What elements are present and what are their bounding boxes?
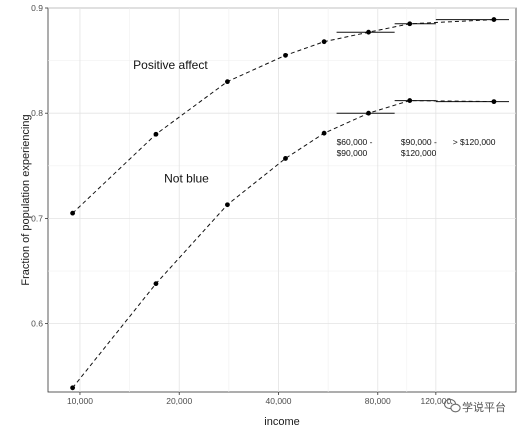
series-lines	[72, 19, 494, 389]
data-point	[225, 79, 230, 85]
bin-annotation: > $120,000	[453, 137, 496, 147]
watermark: 学说平台	[443, 398, 506, 414]
plot-panel	[47, 7, 517, 393]
bin-annotation: $90,000	[337, 148, 368, 158]
y-tick-label: 0.6	[31, 319, 43, 329]
y-tick-label: 0.9	[31, 3, 43, 13]
y-axis-title: Fraction of population experiencing	[20, 114, 32, 285]
watermark-text: 学说平台	[462, 400, 506, 414]
y-tick-label: 0.7	[31, 213, 43, 223]
data-point	[70, 210, 76, 216]
data-point	[491, 17, 497, 22]
data-point	[407, 21, 413, 27]
data-point	[407, 98, 413, 103]
y-tick-label: 0.8	[31, 108, 43, 118]
series-label: Not blue	[164, 172, 209, 186]
series-label: Positive affect	[133, 58, 208, 72]
series-line-0	[72, 19, 494, 214]
series-labels: Positive affect Not blue	[133, 58, 209, 186]
x-tick-label: 40,000	[266, 396, 292, 406]
x-axis-ticks: 10,000 20,000 40,000 80,000 120,000	[67, 392, 451, 406]
data-point	[321, 39, 327, 45]
bin-annotations: $60,000 -$90,000 $90,000 -$120,000 > $120,…	[337, 137, 496, 158]
data-point	[491, 99, 497, 105]
bin-annotation: $90,000 -	[401, 137, 437, 147]
data-point	[283, 156, 288, 161]
series-line-1	[72, 100, 494, 389]
data-point	[366, 29, 371, 35]
data-point	[321, 130, 327, 136]
x-axis-title: income	[264, 416, 299, 428]
data-point	[225, 202, 230, 208]
x-tick-label: 80,000	[365, 396, 391, 406]
x-tick-label: 20,000	[166, 396, 192, 406]
data-point	[366, 110, 371, 116]
x-tick-label: 120,000	[420, 396, 451, 406]
wechat-icon	[443, 398, 461, 413]
data-point	[153, 281, 159, 287]
grid	[48, 7, 516, 392]
bin-annotation: $60,000 -	[337, 137, 373, 147]
y-axis-ticks: 0.6 0.7 0.8 0.9	[31, 3, 48, 329]
bin-annotation: $120,000	[401, 148, 437, 158]
data-points	[70, 17, 497, 391]
data-point	[153, 131, 159, 137]
data-point	[70, 385, 76, 391]
data-point	[283, 52, 288, 58]
x-tick-label: 10,000	[67, 396, 93, 406]
